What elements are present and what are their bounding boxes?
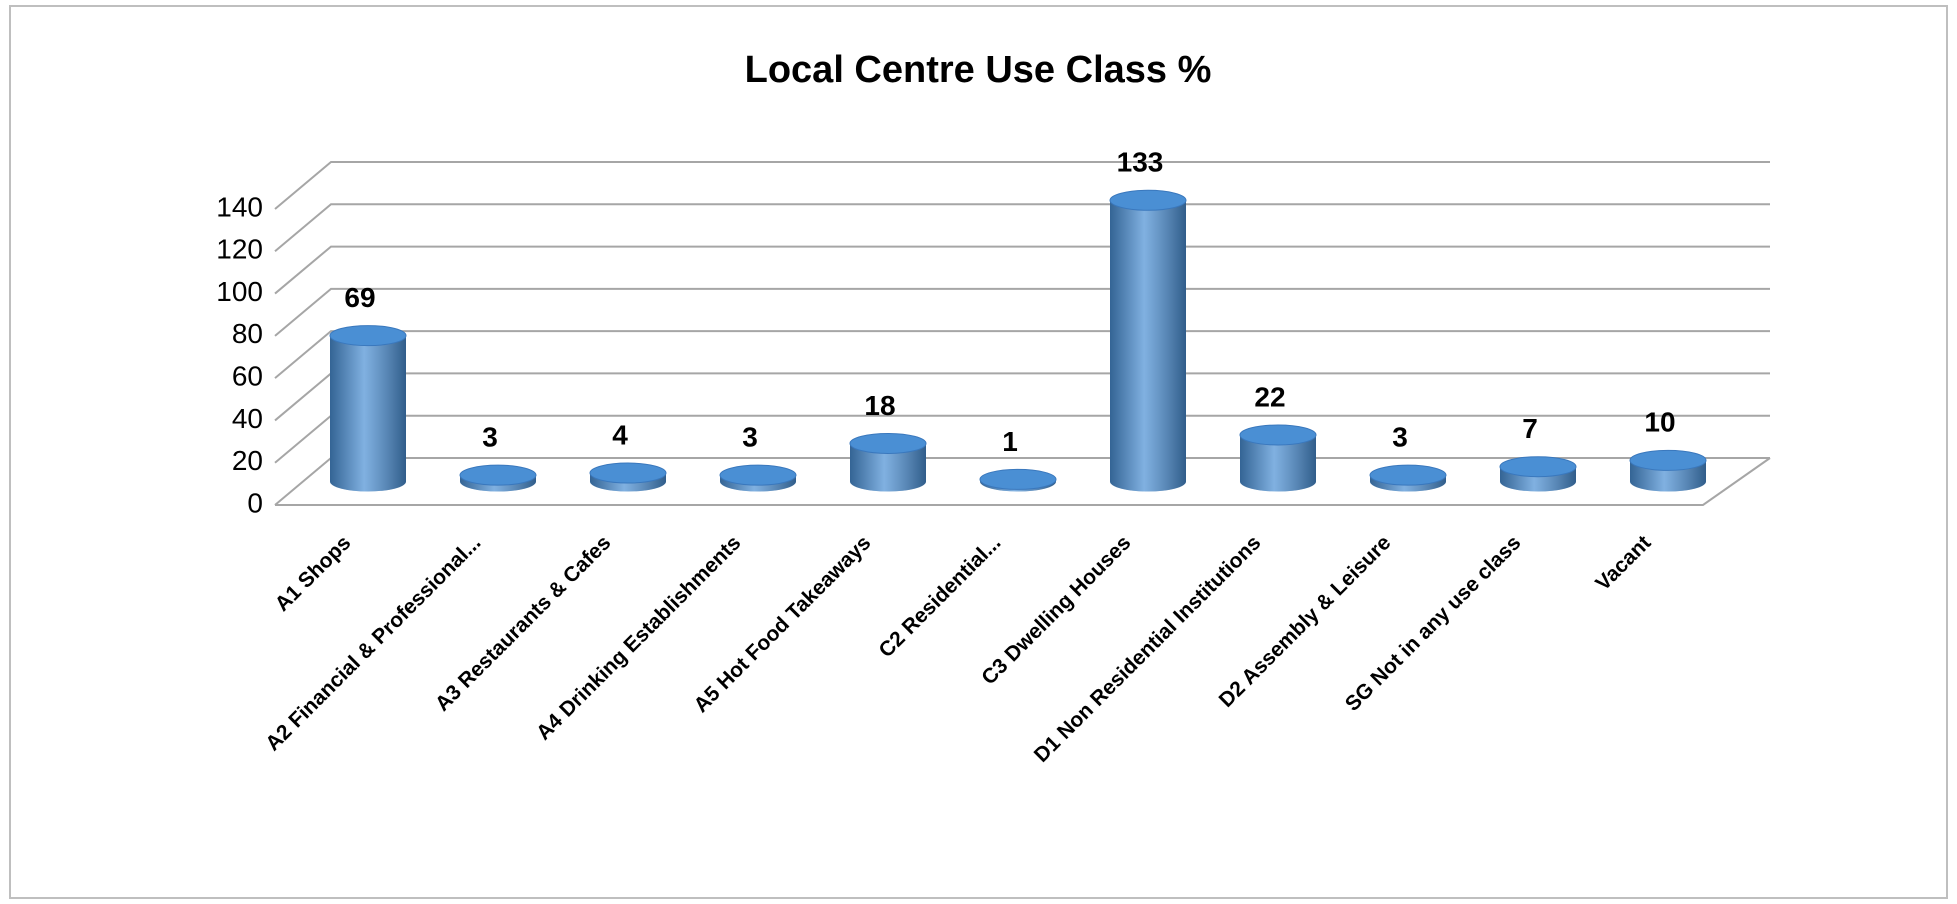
floor — [275, 457, 1771, 506]
bar-top — [1369, 464, 1447, 486]
bar-shade — [1240, 434, 1316, 492]
bar-top — [1239, 424, 1317, 446]
y-tick-label: 20 — [232, 445, 263, 476]
bar-top — [589, 462, 667, 484]
bar-top — [979, 468, 1057, 490]
value-label: 3 — [482, 422, 498, 453]
bar-top — [459, 464, 537, 486]
bar-top — [1499, 456, 1577, 478]
y-tick-label: 100 — [216, 276, 263, 307]
y-tick-label: 140 — [216, 191, 263, 222]
value-label: 4 — [612, 419, 628, 450]
value-label: 3 — [1392, 422, 1408, 453]
grid-line — [274, 203, 1770, 253]
bar-top — [719, 464, 797, 486]
y-tick-label: 60 — [232, 361, 263, 392]
value-label: 133 — [1117, 147, 1164, 178]
value-label: 22 — [1254, 381, 1285, 412]
bar-top — [1629, 449, 1707, 471]
value-label: 7 — [1522, 413, 1538, 444]
value-label: 1 — [1002, 426, 1018, 457]
bar-shade — [850, 443, 926, 492]
bar-shade — [330, 335, 406, 492]
value-label: 10 — [1644, 407, 1675, 438]
value-label: 18 — [864, 390, 895, 421]
y-tick-label: 40 — [232, 403, 263, 434]
value-label: 69 — [344, 282, 375, 313]
bar-shade — [1110, 200, 1186, 492]
grid-line — [274, 330, 1770, 379]
grid-line — [274, 245, 1770, 295]
y-tick-label: 80 — [232, 318, 263, 349]
value-label: 3 — [742, 422, 758, 453]
chart-title: Local Centre Use Class % — [745, 49, 1212, 91]
y-tick-label: 120 — [216, 234, 263, 265]
bar-top — [1109, 189, 1187, 211]
bar-top — [849, 432, 927, 454]
grid-line — [274, 287, 1770, 337]
y-tick-label: 0 — [247, 487, 263, 518]
grid-line — [274, 161, 1770, 210]
bar-top — [329, 325, 407, 347]
